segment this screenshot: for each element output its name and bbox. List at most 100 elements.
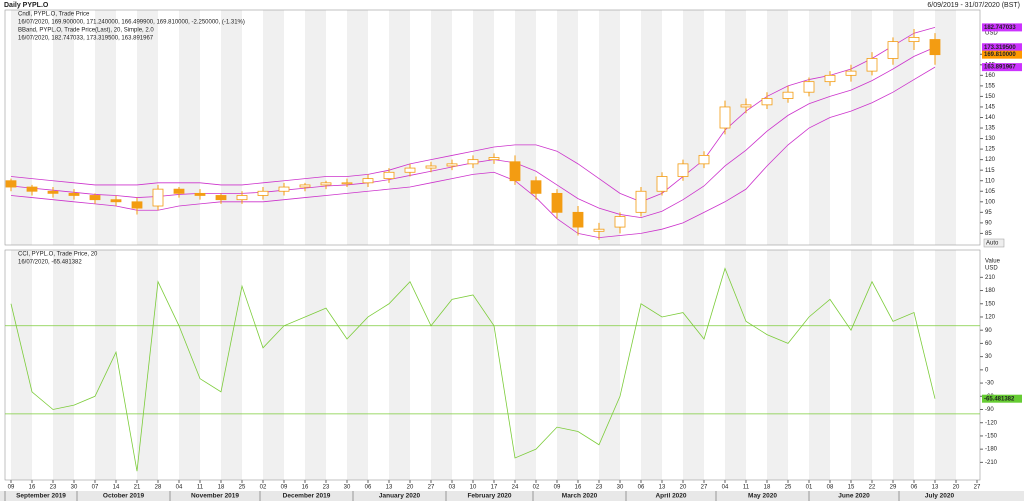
x-tick-label: 15 [848,485,855,491]
x-tick-label: 02 [533,485,540,491]
candle-body [866,58,878,72]
x-tick-label: 30 [344,485,351,491]
candle-body [425,165,437,169]
month-bar [0,491,1024,501]
candle-body [236,195,248,201]
y-tick-label: 85 [985,231,992,237]
week-stripe [851,250,872,480]
x-tick-label: 10 [470,485,477,491]
candle-body [656,176,668,192]
y-tick-label: 155 [985,83,996,89]
candle-body [803,81,815,93]
x-tick-label: 14 [113,485,120,491]
x-tick-label: 29 [890,485,897,491]
axis-label: Value [985,259,1001,265]
candle-body [341,182,353,185]
x-tick-label: 04 [722,485,729,491]
week-stripe [137,10,158,245]
y-tick-label: -210 [985,460,998,466]
candle-body [677,163,689,177]
candle-body [194,192,206,196]
week-stripe [767,10,788,245]
candle-body [299,184,311,188]
chart-title: Daily PYPL.O [4,2,49,9]
x-tick-label: 04 [176,485,183,491]
x-tick-label: 18 [764,485,771,491]
month-label: May 2020 [748,493,777,500]
y-tick-label: -120 [985,420,998,426]
x-tick-label: 28 [155,485,162,491]
candle-body [5,180,17,188]
legend-text: 16/07/2020, -65.481382 [18,260,82,266]
value-flag [982,23,1022,32]
week-stripe [431,10,452,245]
x-tick-label: 30 [617,485,624,491]
y-tick-label: 140 [985,115,996,121]
week-stripe [767,250,788,480]
date-range: 6/09/2019 - 31/07/2020 (BST) [927,2,1020,9]
week-stripe [599,10,620,245]
candle-body [446,163,458,167]
x-tick-label: 09 [281,485,288,491]
week-stripe [893,10,914,245]
candle-body [152,188,164,207]
plot-frame [4,9,981,246]
candle-body [320,182,332,186]
week-stripe [263,250,284,480]
week-stripe [515,250,536,480]
month-label: September 2019 [16,493,66,500]
candle-body [845,70,857,76]
candle-body [509,161,521,182]
y-tick-label: 100 [985,199,996,205]
y-tick-label: 95 [985,210,992,216]
value-flag-label: 173.319500 [984,45,1016,51]
value-flag [982,394,1022,403]
candle-body [824,74,836,83]
week-stripe [515,10,536,245]
week-stripe [389,10,410,245]
y-tick-label: 30 [985,354,992,360]
x-tick-label: 16 [29,485,36,491]
candle-body [551,192,563,213]
week-stripe [935,250,956,480]
x-tick-label: 20 [953,485,960,491]
x-tick-label: 08 [827,485,834,491]
y-tick-label: 0 [985,367,989,373]
auto-button[interactable] [983,238,1005,248]
y-tick-label: -180 [985,447,998,453]
week-stripe [221,10,242,245]
month-label: April 2020 [655,493,686,500]
legend-text: 16/07/2020, 182.747033, 173.319500, 163.… [18,36,154,42]
y-tick-label: 145 [985,105,996,111]
candle-body [278,186,290,192]
week-stripe [221,250,242,480]
y-tick-label: 125 [985,147,996,153]
y-tick-label: 135 [985,126,996,132]
y-tick-label: 150 [985,301,996,307]
candle-body [110,199,122,203]
week-stripe [11,250,32,480]
candle-body [614,216,626,228]
y-tick-label: 210 [985,275,996,281]
week-stripe [305,10,326,245]
candle-body [782,91,794,99]
month-label: November 2019 [191,493,239,500]
x-tick-label: 16 [302,485,309,491]
x-tick-label: 27 [701,485,708,491]
legend-text: Cndl, PYPL.O, Trade Price [18,12,90,18]
x-tick-label: 16 [575,485,582,491]
month-label: July 2020 [925,493,955,500]
x-tick-label: 13 [659,485,666,491]
unit-label: USD [985,31,998,37]
week-stripe [893,250,914,480]
x-tick-label: 03 [449,485,456,491]
week-stripe [431,250,452,480]
week-stripe [683,250,704,480]
candle-body [257,190,269,196]
y-tick-label: 120 [985,157,996,163]
week-stripe [305,250,326,480]
week-stripe [557,250,578,480]
value-flag-label: 182.747033 [984,25,1016,31]
value-flag [982,50,1022,59]
x-tick-label: 30 [71,485,78,491]
